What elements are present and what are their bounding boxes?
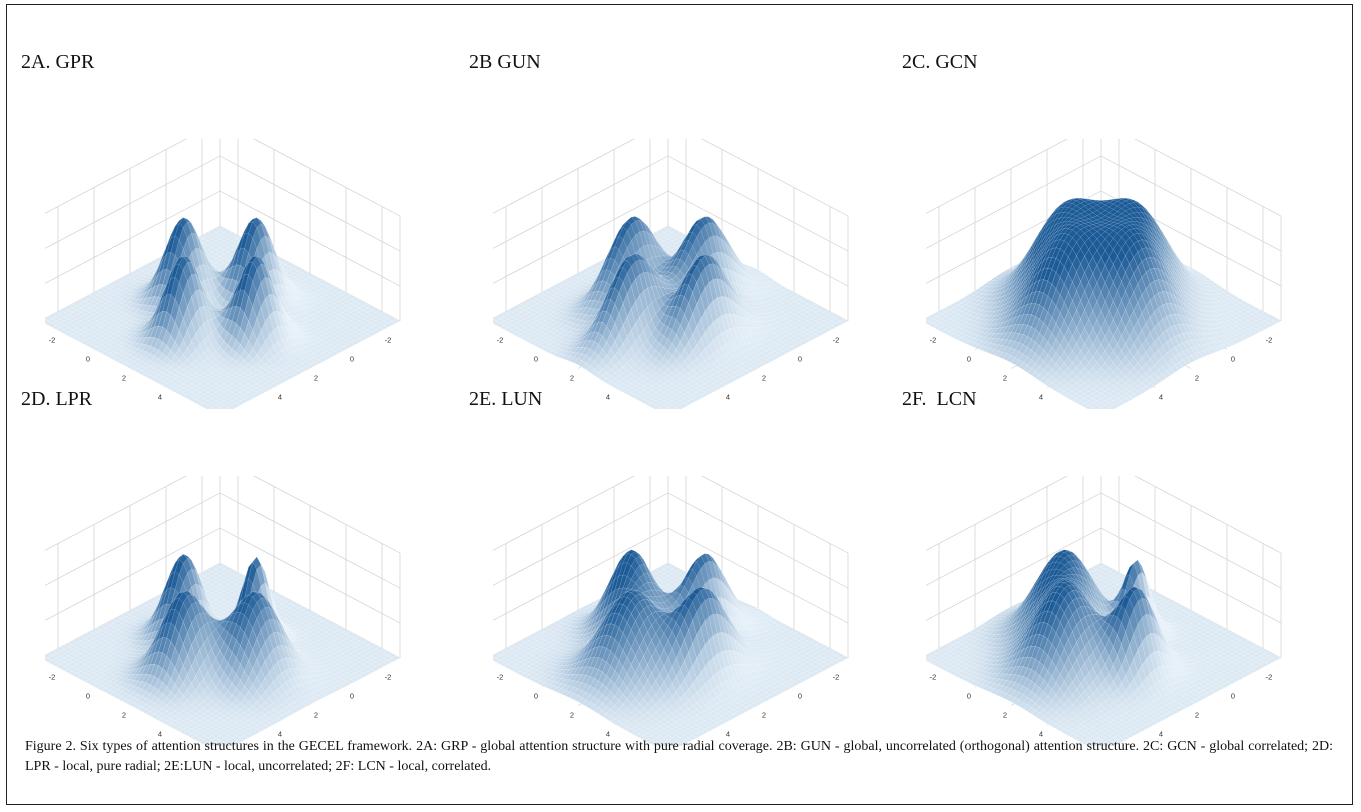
panel-2d: 2D. LPR 00.511.5-20246-20246 [21, 388, 451, 748]
y-tick-label: 0 [1231, 355, 1235, 364]
surface-plot-2b: 00.511.5-20246-20246 [493, 139, 883, 409]
y-tick-label: 2 [1195, 711, 1199, 720]
y-tick-label: 0 [1231, 692, 1235, 701]
surface-plot-2c: 00.511.5-20246-20246 [926, 139, 1316, 409]
panel-title: 2A. GPR [21, 51, 94, 74]
x-tick-label: 0 [86, 355, 90, 364]
y-tick-label: 0 [350, 355, 354, 364]
y-tick-label: 0 [798, 355, 802, 364]
y-tick-label: 2 [314, 711, 318, 720]
panel-title: 2C. GCN [902, 51, 978, 74]
panel-2f: 2F. LCN 00.511.5-20246-20246 [902, 388, 1332, 748]
panel-2c: 2C. GCN 00.511.5-20246-20246 [902, 51, 1332, 411]
x-tick-label: -2 [497, 673, 504, 682]
gaussian-surface [45, 218, 400, 409]
surface-plot-2f: 00.511.5-20246-20246 [926, 476, 1316, 746]
y-tick-label: -2 [1266, 673, 1273, 682]
x-tick-label: 0 [86, 692, 90, 701]
figure-caption: Figure 2. Six types of attention structu… [25, 737, 1333, 777]
y-tick-label: -2 [1266, 336, 1273, 345]
panel-title: 2D. LPR [21, 388, 92, 411]
panel-2a: 2A. GPR 00.511.5-20246-20246 [21, 51, 451, 411]
panel-title: 2E. LUN [469, 388, 542, 411]
x-tick-label: -2 [930, 336, 937, 345]
x-tick-label: 2 [122, 374, 126, 383]
x-tick-label: 2 [122, 711, 126, 720]
surface-plot-2e: 00.511.5-20246-20246 [493, 476, 883, 746]
y-tick-label: 0 [350, 692, 354, 701]
y-tick-label: 0 [798, 692, 802, 701]
gaussian-surface [926, 198, 1281, 409]
surface-plot-2a: 00.511.5-20246-20246 [45, 139, 435, 409]
figure-frame: 2A. GPR 00.511.5-20246-20246 2B GUN 00.5… [6, 4, 1353, 805]
x-tick-label: 0 [534, 692, 538, 701]
x-tick-label: 0 [967, 355, 971, 364]
gaussian-surface [926, 550, 1281, 746]
x-tick-label: 2 [570, 374, 574, 383]
panel-2e: 2E. LUN 00.511.5-20246-20246 [469, 388, 899, 748]
x-tick-label: 2 [1003, 711, 1007, 720]
gaussian-surface [493, 550, 848, 746]
x-tick-label: -2 [49, 336, 56, 345]
y-tick-label: 2 [1195, 374, 1199, 383]
x-tick-label: -2 [930, 673, 937, 682]
x-tick-label: 0 [967, 692, 971, 701]
y-tick-label: 2 [762, 711, 766, 720]
x-tick-label: 2 [570, 711, 574, 720]
y-tick-label: -2 [385, 336, 392, 345]
gaussian-surface [493, 217, 848, 410]
x-tick-label: 0 [534, 355, 538, 364]
gaussian-surface [45, 554, 400, 746]
x-tick-label: 2 [1003, 374, 1007, 383]
y-tick-label: -2 [833, 336, 840, 345]
panel-title: 2F. LCN [902, 388, 977, 411]
y-tick-label: -2 [833, 673, 840, 682]
y-tick-label: 2 [314, 374, 318, 383]
surface-plot-2d: 00.511.5-20246-20246 [45, 476, 435, 746]
x-tick-label: -2 [49, 673, 56, 682]
y-tick-label: 2 [762, 374, 766, 383]
panel-2b: 2B GUN 00.511.5-20246-20246 [469, 51, 899, 411]
panel-title: 2B GUN [469, 51, 541, 74]
x-tick-label: -2 [497, 336, 504, 345]
y-tick-label: -2 [385, 673, 392, 682]
